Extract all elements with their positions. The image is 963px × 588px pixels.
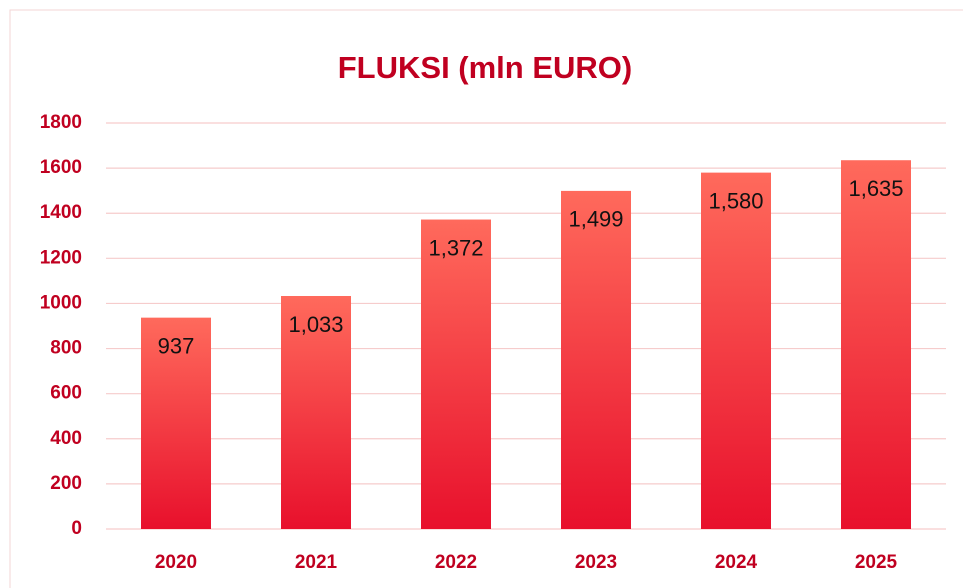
x-tick-label: 2021: [295, 552, 338, 573]
y-tick-label: 1200: [40, 247, 82, 268]
x-tick-label: 2023: [575, 552, 617, 573]
y-tick-label: 200: [50, 473, 82, 494]
y-tick-label: 600: [50, 383, 82, 404]
bar: [421, 219, 491, 529]
value-label: 937: [158, 333, 195, 358]
bar: [281, 296, 351, 529]
x-tick-label: 2022: [435, 552, 477, 573]
y-tick-label: 400: [50, 428, 82, 449]
bar: [561, 190, 631, 530]
y-tick-label: 0: [71, 518, 82, 539]
y-tick-label: 1400: [40, 202, 82, 223]
y-tick-label: 1600: [40, 157, 82, 178]
y-tick-label: 1000: [40, 292, 82, 313]
bar: [141, 317, 211, 529]
bar: [701, 172, 771, 529]
y-tick-label: 800: [50, 338, 82, 359]
value-label: 1,635: [848, 176, 903, 201]
value-label: 1,580: [708, 188, 763, 213]
bar: [841, 160, 911, 529]
y-tick-label: 1800: [40, 112, 82, 133]
chart-title: FLUKSI (mln EURO): [338, 50, 633, 85]
value-label: 1,499: [568, 207, 623, 232]
value-label: 1,372: [428, 235, 483, 260]
x-tick-label: 2025: [855, 552, 898, 573]
x-tick-label: 2020: [155, 552, 197, 573]
x-tick-label: 2024: [715, 552, 758, 573]
value-label: 1,033: [288, 312, 343, 337]
chart-border: [9, 9, 963, 588]
